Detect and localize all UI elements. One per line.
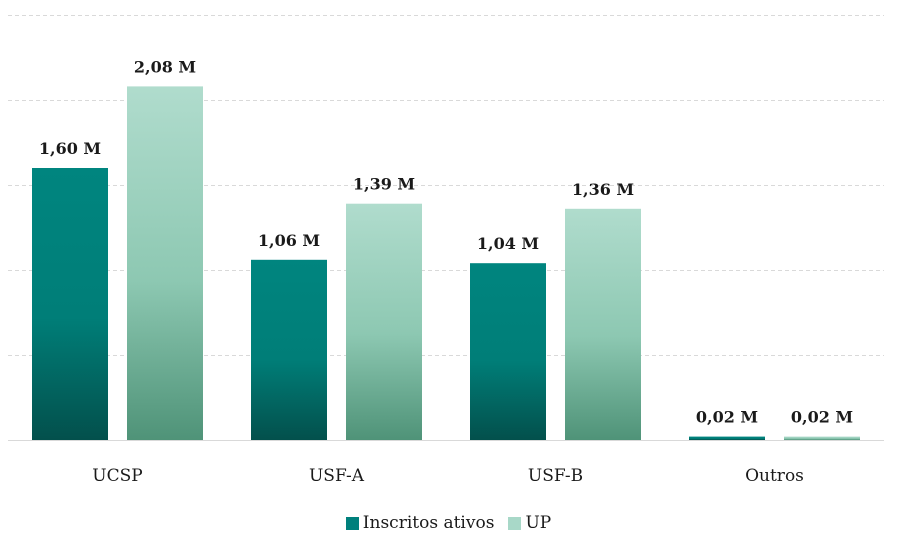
legend-swatch-series-0	[345, 516, 359, 530]
bar-outros-series-0	[689, 436, 765, 440]
legend-label-series-1: UP	[525, 513, 552, 533]
value-label-ucsp-series-0: 1,60 M	[39, 139, 101, 158]
gridlines	[8, 15, 884, 441]
value-label-usf-b-series-1: 1,36 M	[572, 180, 634, 199]
legend-item-series-0: Inscritos ativos	[345, 513, 495, 533]
bar-ucsp-series-0	[32, 168, 108, 440]
bar-outros-series-1	[784, 436, 860, 440]
value-labels: 1,60 M 2,08 M 1,06 M 1,39 M 1,04 M 1,36 M 0,02…	[39, 57, 853, 426]
bar-usf-a-series-1	[346, 203, 422, 440]
bar-chart: 1,60 M 2,08 M 1,06 M 1,39 M 1,04 M 1,36 M 0,02…	[8, 15, 884, 486]
value-label-ucsp-series-1: 2,08 M	[134, 57, 196, 76]
legend-swatch-series-1	[508, 516, 522, 530]
category-label-ucsp: UCSP	[92, 466, 142, 486]
category-label-usf-a: USF-A	[309, 466, 365, 486]
bar-usf-b-series-0	[470, 263, 546, 440]
bar-usf-a-series-0	[251, 259, 327, 440]
value-label-usf-a-series-0: 1,06 M	[258, 231, 320, 250]
bar-usf-b-series-1	[565, 208, 641, 440]
value-label-outros-series-1: 0,02 M	[791, 408, 853, 427]
bar-ucsp-series-1	[127, 86, 203, 441]
value-label-outros-series-0: 0,02 M	[696, 408, 758, 427]
legend: Inscritos ativos UP	[0, 513, 897, 533]
bars	[32, 86, 860, 441]
legend-item-series-1: UP	[508, 513, 551, 533]
category-label-usf-b: USF-B	[528, 466, 583, 486]
value-label-usf-a-series-1: 1,39 M	[353, 175, 415, 194]
category-label-outros: Outros	[745, 466, 804, 486]
legend-label-series-0: Inscritos ativos	[362, 513, 495, 533]
value-label-usf-b-series-0: 1,04 M	[477, 234, 539, 253]
category-axis: UCSP USF-A USF-B Outros	[92, 466, 804, 486]
